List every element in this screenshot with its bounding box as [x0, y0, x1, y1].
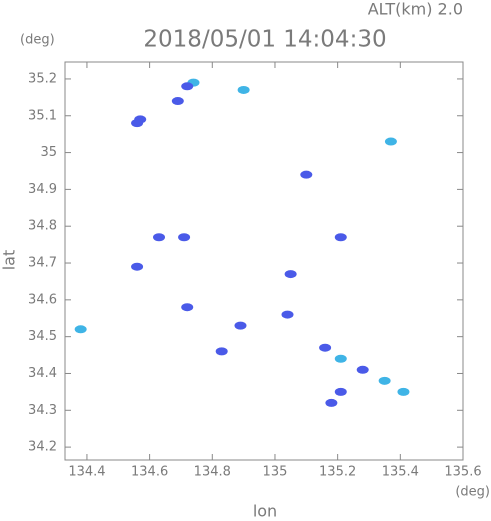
echo-point: [131, 119, 144, 128]
echo-point: [181, 303, 194, 312]
y-tick-label: 34.8: [28, 219, 57, 234]
echo-point: [384, 137, 397, 146]
y-tick-label: 35.2: [28, 71, 57, 86]
x-tick-label: 135.6: [444, 465, 481, 480]
x-tick-label: 134.8: [194, 465, 231, 480]
echo-point: [319, 343, 332, 352]
y-tick-label: 34.7: [28, 256, 57, 271]
altitude-label: ALT(km) 2.0: [368, 0, 463, 19]
plot-frame: [64, 61, 464, 461]
x-tick-label: 135: [263, 465, 288, 480]
echo-point: [215, 347, 228, 356]
y-tick-label: 34.4: [28, 366, 57, 381]
echo-point: [281, 310, 294, 319]
x-tick-label: 134.4: [68, 465, 105, 480]
x-tick-label: 134.6: [131, 465, 168, 480]
y-tick-label: 34.3: [28, 403, 57, 418]
echo-point: [178, 233, 191, 242]
echo-point: [171, 97, 184, 106]
x-tick-label: 135.4: [382, 465, 419, 480]
echo-point: [153, 233, 166, 242]
echo-point: [325, 398, 338, 407]
y-tick-label: 34.5: [28, 329, 57, 344]
y-axis-label: lat: [0, 250, 19, 271]
y-tick-label: 34.9: [28, 182, 57, 197]
echo-point: [181, 82, 194, 91]
echo-point: [74, 325, 87, 334]
x-tick-label: 135.2: [319, 465, 356, 480]
echo-point: [334, 387, 347, 396]
echo-point: [334, 354, 347, 363]
echo-point: [300, 170, 313, 179]
echo-point: [378, 376, 391, 385]
y-tick-label: 34.6: [28, 292, 57, 307]
echo-point: [334, 233, 347, 242]
x-unit: (deg): [455, 485, 490, 500]
echo-point: [234, 321, 247, 330]
echo-point: [397, 387, 410, 396]
y-tick-label: 35: [40, 145, 57, 160]
x-axis-label: lon: [253, 502, 277, 521]
y-tick-label: 34.2: [28, 440, 57, 455]
echo-point: [237, 85, 250, 94]
y-tick-label: 35.1: [28, 108, 57, 123]
echo-point: [131, 262, 144, 271]
chart-title: 2018/05/01 14:04:30: [143, 27, 386, 53]
y-unit: (deg): [20, 33, 55, 48]
echo-point: [356, 365, 369, 374]
echo-point: [284, 270, 297, 279]
